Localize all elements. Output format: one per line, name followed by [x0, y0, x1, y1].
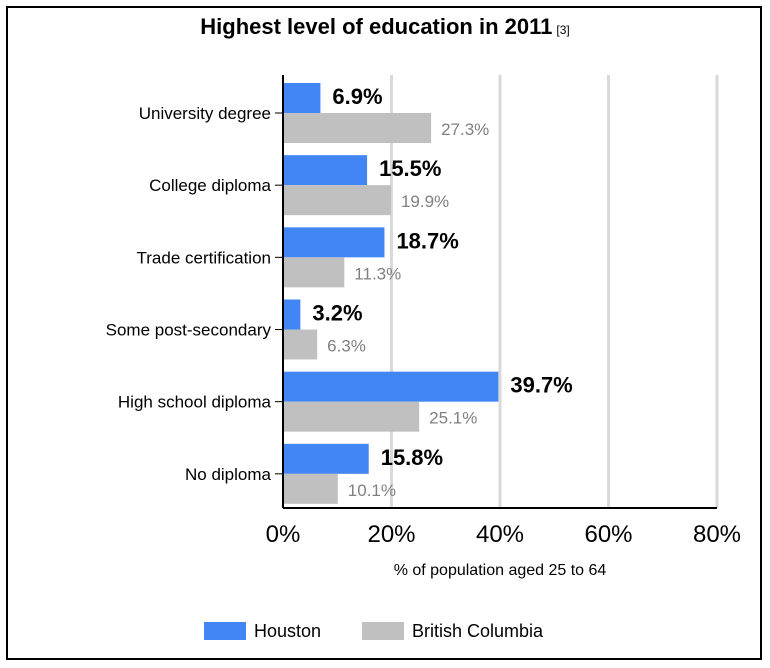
legend: Houston British Columbia — [0, 620, 770, 644]
bar-houston-2 — [283, 227, 385, 258]
x-tick-label-40: 40% — [476, 521, 524, 548]
x-tick-label-0: 0% — [266, 521, 301, 548]
data-label-british-columbia-4: 25.1% — [429, 409, 477, 428]
data-label-british-columbia-3: 6.3% — [327, 337, 366, 356]
legend-swatch-houston — [204, 622, 246, 640]
bar-houston-0 — [283, 83, 321, 113]
data-label-houston-5: 15.8% — [381, 445, 443, 470]
bar-british-columbia-2 — [283, 257, 345, 288]
bar-houston-1 — [283, 155, 368, 186]
data-label-houston-4: 39.7% — [510, 373, 572, 398]
data-label-houston-1: 15.5% — [379, 156, 441, 181]
y-tick-label-3: Some post-secondary — [106, 321, 272, 340]
data-label-houston-3: 3.2% — [312, 301, 362, 326]
y-tick-label-0: University degree — [139, 104, 271, 123]
legend-label-houston: Houston — [254, 621, 322, 641]
y-tick-label-1: College diploma — [149, 176, 271, 195]
chart-title-reference: [3] — [556, 23, 570, 37]
data-label-british-columbia-1: 19.9% — [401, 192, 449, 211]
data-label-houston-2: 18.7% — [396, 228, 458, 253]
chart-title-text: Highest level of education in 2011 — [200, 14, 553, 39]
bar-british-columbia-5 — [283, 473, 338, 504]
chart-title: Highest level of education in 2011 [3] — [0, 14, 770, 40]
bar-british-columbia-0 — [283, 113, 432, 143]
x-tick-label-20: 20% — [367, 521, 415, 548]
data-label-british-columbia-0: 27.3% — [441, 120, 489, 139]
bar-british-columbia-1 — [283, 185, 391, 216]
y-tick-label-4: High school diploma — [118, 393, 272, 412]
data-label-british-columbia-5: 10.1% — [348, 481, 396, 500]
bar-houston-4 — [283, 371, 499, 402]
x-tick-label-60: 60% — [584, 521, 632, 548]
legend-label-british-columbia: British Columbia — [412, 621, 544, 641]
y-tick-label-5: No diploma — [185, 465, 272, 484]
bar-british-columbia-3 — [283, 329, 318, 360]
bar-houston-3 — [283, 299, 301, 330]
bar-houston-5 — [283, 443, 369, 474]
legend-swatch-british-columbia — [362, 622, 404, 640]
bar-british-columbia-4 — [283, 401, 420, 432]
y-tick-label-2: Trade certification — [137, 248, 271, 267]
x-axis-label: % of population aged 25 to 64 — [393, 562, 607, 579]
x-tick-label-80: 80% — [693, 521, 741, 548]
data-label-british-columbia-2: 11.3% — [354, 264, 401, 283]
data-label-houston-0: 6.9% — [332, 84, 382, 109]
